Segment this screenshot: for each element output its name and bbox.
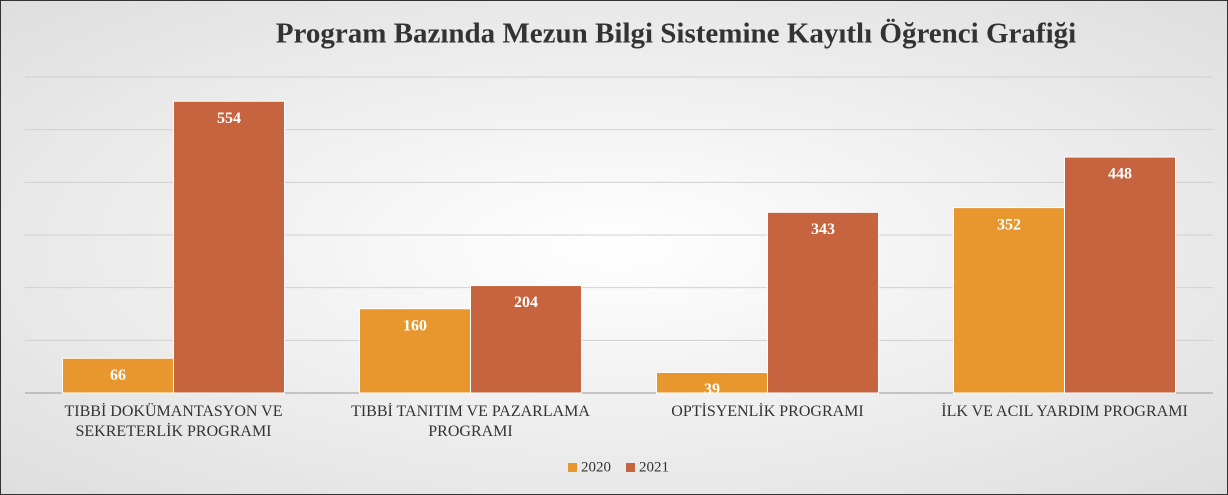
legend-label: 2021 [639,459,669,475]
data-label: 66 [110,367,126,384]
bar [173,100,285,394]
x-tick-label: İLK VE ACIL YARDIM PROGRAMI [941,403,1188,420]
data-label: 343 [811,221,835,238]
data-label: 39 [704,381,720,398]
bar [359,308,471,394]
data-label: 160 [403,317,427,334]
data-label: 554 [217,110,241,127]
bar [470,285,582,394]
legend-swatch [626,463,635,472]
x-tick-label: OPTİSYENLİK PROGRAMI [671,403,864,420]
bar [953,207,1065,394]
data-label: 352 [997,216,1021,233]
legend-swatch [568,463,577,472]
x-tick-label: TIBBİ DOKÜMANTASYON VE SEKRETERLİK PROGR… [64,403,283,440]
data-label: 448 [1108,166,1132,183]
chart-title: Program Bazında Mezun Bilgi Sistemine Ka… [276,18,1076,50]
bar [62,357,174,394]
bar [767,211,879,394]
legend-label: 2020 [581,459,611,475]
data-label: 204 [514,294,538,311]
bar [1064,156,1176,394]
x-tick-label: TIBBİ TANITIM VE PAZARLAMA PROGRAMI [351,403,590,440]
